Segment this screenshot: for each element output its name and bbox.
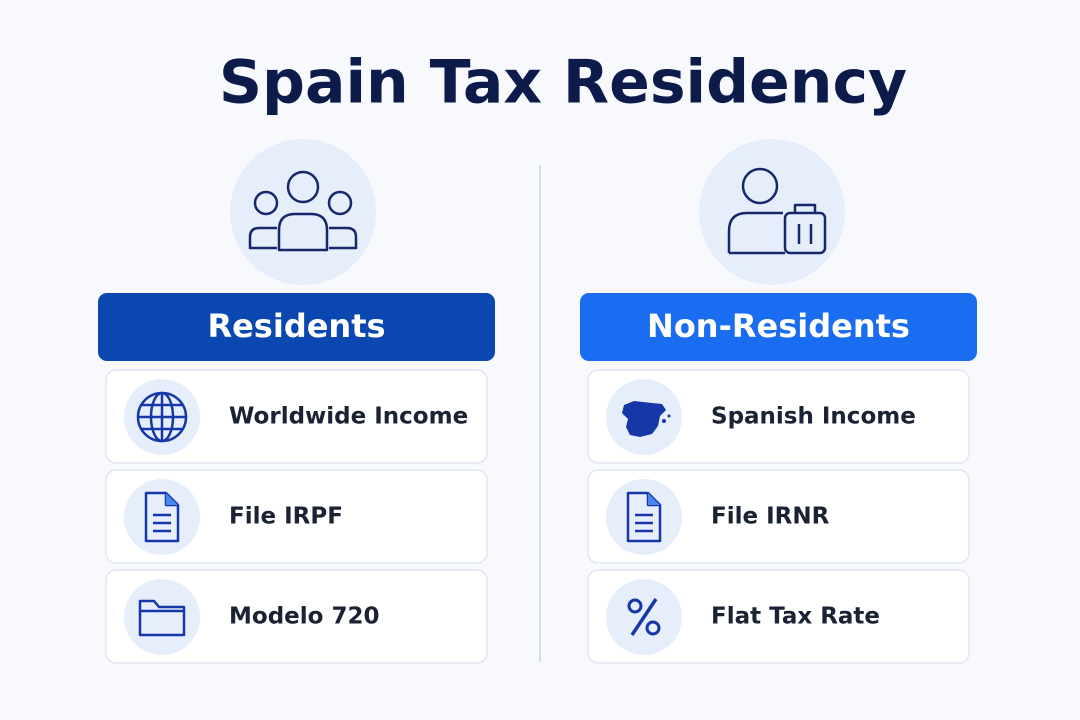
item-card: [105, 369, 488, 464]
item-icon-bg: [124, 479, 200, 555]
item-label: Worldwide Income: [229, 404, 468, 430]
residents-icon: [230, 139, 376, 285]
item-icon: [626, 491, 662, 543]
non-residents-icon: [699, 139, 845, 285]
heading-bar: [580, 293, 977, 361]
item-card: [587, 569, 970, 664]
heading: Residents: [207, 307, 385, 345]
item-label: Flat Tax Rate: [711, 604, 880, 630]
item-icon: [138, 599, 186, 637]
item-card: [587, 369, 970, 464]
item-label: Modelo 720: [229, 604, 379, 630]
column: Non-Residents Spanish Income File IRNR Flat…: [580, 293, 977, 664]
item-label: Spanish Income: [711, 404, 916, 430]
item-icon-bg: [606, 479, 682, 555]
item-card: [105, 469, 488, 564]
item-icon: [136, 391, 188, 443]
item-label: File IRPF: [229, 504, 343, 530]
item-icon-bg: [124, 579, 200, 655]
heading-bar: [98, 293, 495, 361]
item-card: [105, 569, 488, 664]
title: Spain Tax Residency: [219, 48, 907, 118]
item-icon: [144, 491, 180, 543]
column: Residents Worldwide Income File IRPF Modelo…: [98, 293, 495, 664]
heading: Non-Residents: [647, 307, 910, 345]
item-card: [587, 469, 970, 564]
item-icon: [622, 401, 671, 437]
item-icon: [627, 598, 661, 636]
item-label: File IRNR: [711, 504, 830, 530]
